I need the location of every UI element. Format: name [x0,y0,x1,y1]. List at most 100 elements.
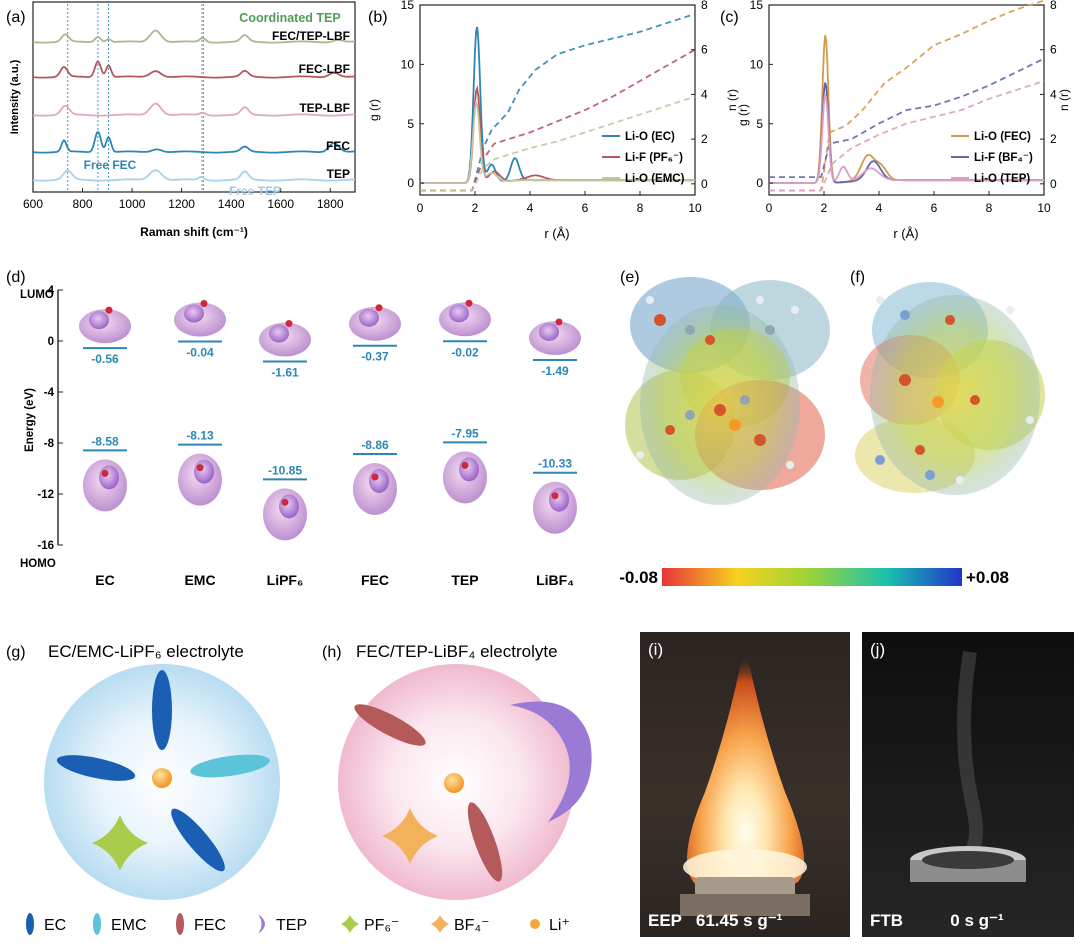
fec-molecule [354,704,426,746]
x-tick-label: 4 [876,201,883,215]
schematic-title-h: FEC/TEP-LiBF₄ electrolyte [356,642,558,661]
y2-tick-label: 2 [701,132,708,146]
spectrum-line [33,60,355,79]
y2-tick-label: 4 [1050,87,1057,101]
li-ion [444,773,464,793]
y2-tick-label: 6 [701,43,708,57]
y2-tick-label: 6 [1050,43,1057,57]
legend-label: Li-F (BF₄⁻) [974,152,1033,164]
spectrum-line [33,102,355,117]
x-axis-label-b: r (Å) [544,226,569,241]
solvation-sheath-g [44,664,280,900]
molecule-label: FEC [361,572,389,588]
lumo-value: -0.56 [91,352,119,366]
series-group-a [33,29,355,182]
dish-inner [922,851,1014,869]
legend-label: TEP [276,917,307,934]
y2-tick-label: 2 [1050,132,1057,146]
x-axis-label-a: Raman shift (cm⁻¹) [140,225,248,239]
energy-levels: -0.56 -8.58 -0.04 -8.13 -1.61 -10.85 -0.37 -8.8… [83,340,577,481]
coordination-number-line [420,48,696,192]
esp-cluster-e [625,277,830,505]
legend-b: Li-O (EC) Li-F (PF₆⁻) Li-O (EMC) [602,131,685,185]
energy-level-chart: (d) 4 0 -4 -8 -12 -16 LUMO HOMO Energy (eV) -… [6,269,581,588]
rdf-chart-c: (c) 0 2 4 6 8 10 0 5 10 15 0 2 4 6 8 Li-O (FEC) Li-F (B… [720,0,1071,241]
flame-test-photo-ftb: (j) FTB 0 s g⁻¹ [862,632,1074,937]
x-tick-label: 8 [986,201,993,215]
smoke-graphic [910,650,1026,882]
coordination-number-line [420,95,696,192]
lumo-orbital-lobe [539,322,559,341]
atom [551,492,559,500]
panel-label-h: (h) [322,644,342,661]
atom [375,304,383,312]
molecule-label: LiBF₄ [536,572,574,588]
legend-label: Li-O (TEP) [974,173,1030,185]
energy-tick-label: -16 [37,540,54,552]
homo-value: -8.58 [91,434,119,448]
atom [371,473,379,481]
esp-cluster-f [855,282,1045,495]
flame-test-photo-eep: (i) EEP 61.45 s g⁻¹ [640,632,850,937]
homo-value: -7.95 [451,426,479,440]
panel-label-g: (g) [6,644,26,661]
molecule-label: EC [95,572,114,588]
ticks-c: 0 2 4 6 8 10 0 5 10 15 0 2 4 6 8 [750,0,1057,215]
bf4-anion [382,808,438,864]
homo-orbital-lobe [549,487,569,512]
spectrum-label: FEC [326,139,350,153]
legend-c: Li-O (FEC) Li-F (BF₄⁻) Li-O (TEP) [951,131,1033,185]
x-tick-label: 1400 [218,197,245,211]
x-axis-label-c: r (Å) [893,226,918,241]
x-ticks-a: 600 800 1000 1200 1400 1600 1800 [23,188,344,211]
lumo-orbital-lobe [89,311,109,330]
x-tick-label: 1000 [119,197,146,211]
legend-label: EMC [111,917,147,934]
molecule-label: EMC [184,572,215,588]
annotation-coordinated-tep: Coordinated TEP [239,11,340,25]
li-ion [152,768,172,788]
raman-spectra-chart: (a) FEC/TEP-LBF FEC-LBF TEP-LBF FEC TEP 600 8… [6,1,356,239]
legend-label: BF₄⁻ [454,917,489,934]
solvation-sheath-h [338,664,592,900]
atom [281,498,289,506]
legend-swatch [431,915,449,933]
ec-molecule [171,808,225,872]
spectrum-line [33,29,355,44]
molecule-label: LiPF₆ [267,572,304,588]
molecule-labels: EC EMC LiPF₆ FEC TEP LiBF₄ [95,572,574,588]
legend-label: FEC [194,917,226,934]
lumo-value: -0.02 [451,345,479,359]
plot-frame-b [419,4,696,196]
atom [196,464,204,472]
panel-label-a: (a) [6,9,26,26]
legend-label: Li-O (EC) [625,131,675,143]
atom [285,320,293,328]
emc-molecule [190,754,270,778]
legend-label: EC [44,917,66,934]
rdf-line [420,99,695,184]
coordination-number-line [420,13,696,192]
energy-tick-label: 0 [48,336,54,348]
y-tick-label: 5 [407,117,414,131]
legend-label: Li⁺ [549,917,570,934]
x-tick-label: 2 [472,201,479,215]
legend-label: Li-O (FEC) [974,131,1031,143]
photo-caption-i: EEP 61.45 s g⁻¹ [648,911,783,930]
atom [101,469,109,477]
atom [200,300,208,308]
x-tick-label: 800 [73,197,93,211]
lumo-orbital-lobe [359,308,379,327]
x-tick-label: 600 [23,197,43,211]
x-tick-label: 8 [637,201,644,215]
panel-label-i: (i) [648,640,664,659]
colorbar-min-label: -0.08 [619,568,658,587]
photo-caption-j: FTB 0 s g⁻¹ [870,911,1004,930]
y-tick-label: 0 [407,176,414,190]
x-tick-label: 6 [582,201,589,215]
spectrum-label: FEC/TEP-LBF [272,29,350,43]
legend-label: PF₆⁻ [364,917,399,934]
homo-orbital-lobe [194,459,214,484]
annotation-free-tep: Free TEP [229,184,281,198]
